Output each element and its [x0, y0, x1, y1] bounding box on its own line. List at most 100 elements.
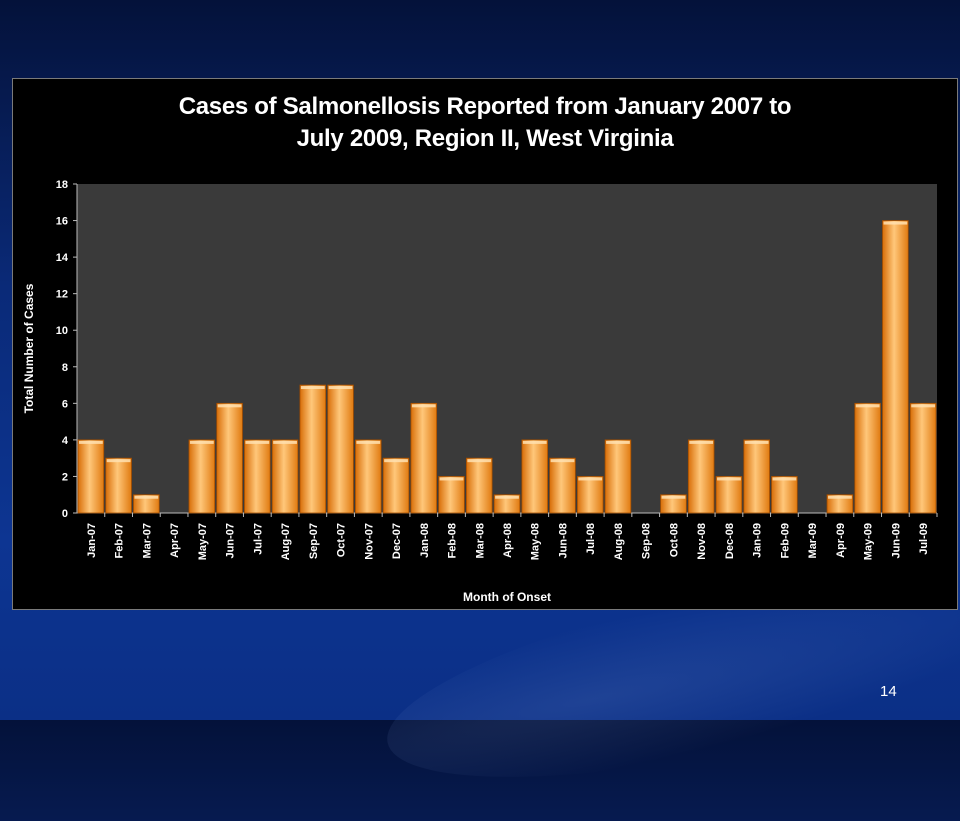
- bar-highlight: [855, 404, 880, 408]
- bar: [576, 476, 604, 514]
- x-tick-label: Mar-08: [474, 523, 486, 558]
- bar: [355, 439, 382, 514]
- bar-highlight: [439, 477, 464, 481]
- x-tick-label: Jun-08: [557, 523, 569, 558]
- bar-highlight: [384, 459, 408, 463]
- x-tick-label: Mar-07: [141, 523, 153, 558]
- y-tick-label: 4: [62, 435, 69, 447]
- bar-highlight: [134, 495, 159, 499]
- bar: [244, 439, 271, 514]
- bar-highlight: [79, 440, 103, 444]
- x-tick-label: Apr-09: [835, 523, 847, 558]
- x-tick-label: May-08: [530, 523, 542, 560]
- bar: [521, 439, 549, 514]
- x-tick-label: Jul-07: [252, 523, 264, 555]
- y-tick-label: 12: [56, 289, 68, 301]
- bar: [743, 439, 770, 514]
- y-tick-label: 18: [56, 179, 68, 191]
- bar-highlight: [911, 404, 935, 408]
- bar: [188, 439, 216, 514]
- bar: [216, 402, 243, 514]
- bar-chart: 0 2 4 6 8 10 12 14 16 18 Jan-07 Feb-07 Mar-07 Apr-07 M…: [22, 179, 938, 604]
- bar: [687, 439, 715, 514]
- bar-highlight: [578, 477, 603, 481]
- bar-highlight: [495, 495, 519, 499]
- bar: [604, 439, 632, 514]
- x-tick-label: Dec-07: [391, 523, 403, 559]
- bar-highlight: [189, 440, 214, 444]
- x-tick-label: Aug-08: [613, 523, 625, 560]
- x-tick-label: Aug-07: [280, 523, 292, 560]
- bar: [410, 402, 438, 514]
- bar-highlight: [328, 386, 353, 390]
- bar-highlight: [273, 440, 297, 444]
- bar: [909, 402, 937, 514]
- y-tick-label: 0: [62, 508, 68, 520]
- bar: [327, 384, 354, 514]
- x-tick-label: Mar-09: [807, 523, 819, 558]
- bar-highlight: [550, 459, 575, 463]
- y-tick-label: 10: [56, 325, 68, 337]
- y-tick-label: 6: [62, 398, 68, 410]
- bar: [77, 439, 105, 514]
- x-tick-label: Feb-08: [447, 523, 459, 558]
- bar-highlight: [661, 495, 686, 499]
- y-tick-label: 2: [62, 471, 68, 483]
- bar-highlight: [772, 477, 797, 481]
- bar-highlight: [411, 404, 436, 408]
- bar: [493, 494, 521, 514]
- bar: [105, 457, 132, 514]
- bar: [771, 476, 798, 514]
- x-tick-label: Jun-07: [225, 523, 237, 558]
- x-tick-label: Jul-08: [585, 523, 597, 555]
- x-tick-label: Jun-09: [890, 523, 902, 558]
- chart-container: Cases of Salmonellosis Reported from Jan…: [12, 78, 958, 610]
- chart-title-line-1: Cases of Salmonellosis Reported from Jan…: [178, 93, 792, 120]
- y-tick-label: 16: [56, 216, 68, 228]
- x-tick-label: Nov-07: [363, 523, 375, 560]
- bar: [133, 494, 160, 514]
- bar-highlight: [744, 440, 769, 444]
- x-tick-label: Oct-08: [668, 523, 680, 557]
- bar-highlight: [522, 440, 547, 444]
- x-tick-label: May-07: [197, 523, 209, 560]
- bar: [382, 457, 410, 514]
- bar-highlight: [300, 386, 325, 390]
- x-axis-title: Month of Onset: [463, 590, 551, 604]
- bar: [854, 402, 881, 514]
- bar-highlight: [883, 221, 908, 225]
- chart-title: Cases of Salmonellosis Reported from Jan…: [13, 91, 957, 155]
- x-tick-label: Jul-09: [918, 523, 930, 555]
- x-tick-label: Jan-09: [752, 523, 764, 558]
- x-tick-label: Feb-09: [779, 523, 791, 558]
- bar-highlight: [467, 459, 492, 463]
- bar-highlight: [689, 440, 714, 444]
- x-tick-label: Dec-08: [724, 523, 736, 559]
- y-tick-label: 8: [62, 362, 68, 374]
- bar-highlight: [356, 440, 381, 444]
- bar: [549, 457, 576, 514]
- bar-highlight: [217, 404, 242, 408]
- x-tick-label: Sep-08: [641, 523, 653, 559]
- x-tick-label: Jan-08: [419, 523, 431, 558]
- bar-highlight: [828, 495, 852, 499]
- y-axis-title: Total Number of Cases: [22, 283, 36, 413]
- bar: [271, 439, 299, 514]
- x-tick-label: Apr-08: [502, 523, 514, 558]
- bar-highlight: [106, 459, 131, 463]
- page-number: 14: [880, 683, 897, 700]
- bar: [299, 384, 327, 514]
- y-tick-label: 14: [56, 252, 69, 264]
- bar-highlight: [606, 440, 630, 444]
- x-tick-label: Jan-07: [86, 523, 98, 558]
- bar-highlight: [717, 477, 741, 481]
- bar-highlight: [245, 440, 270, 444]
- bar: [660, 494, 687, 514]
- x-tick-label: Sep-07: [308, 523, 320, 559]
- x-tick-label: Nov-08: [696, 523, 708, 560]
- chart-title-line-2: July 2009, Region II, West Virginia: [296, 125, 674, 152]
- bar: [438, 476, 465, 514]
- x-tick-label: May-09: [863, 523, 875, 560]
- bar: [882, 220, 909, 514]
- bar: [715, 476, 743, 514]
